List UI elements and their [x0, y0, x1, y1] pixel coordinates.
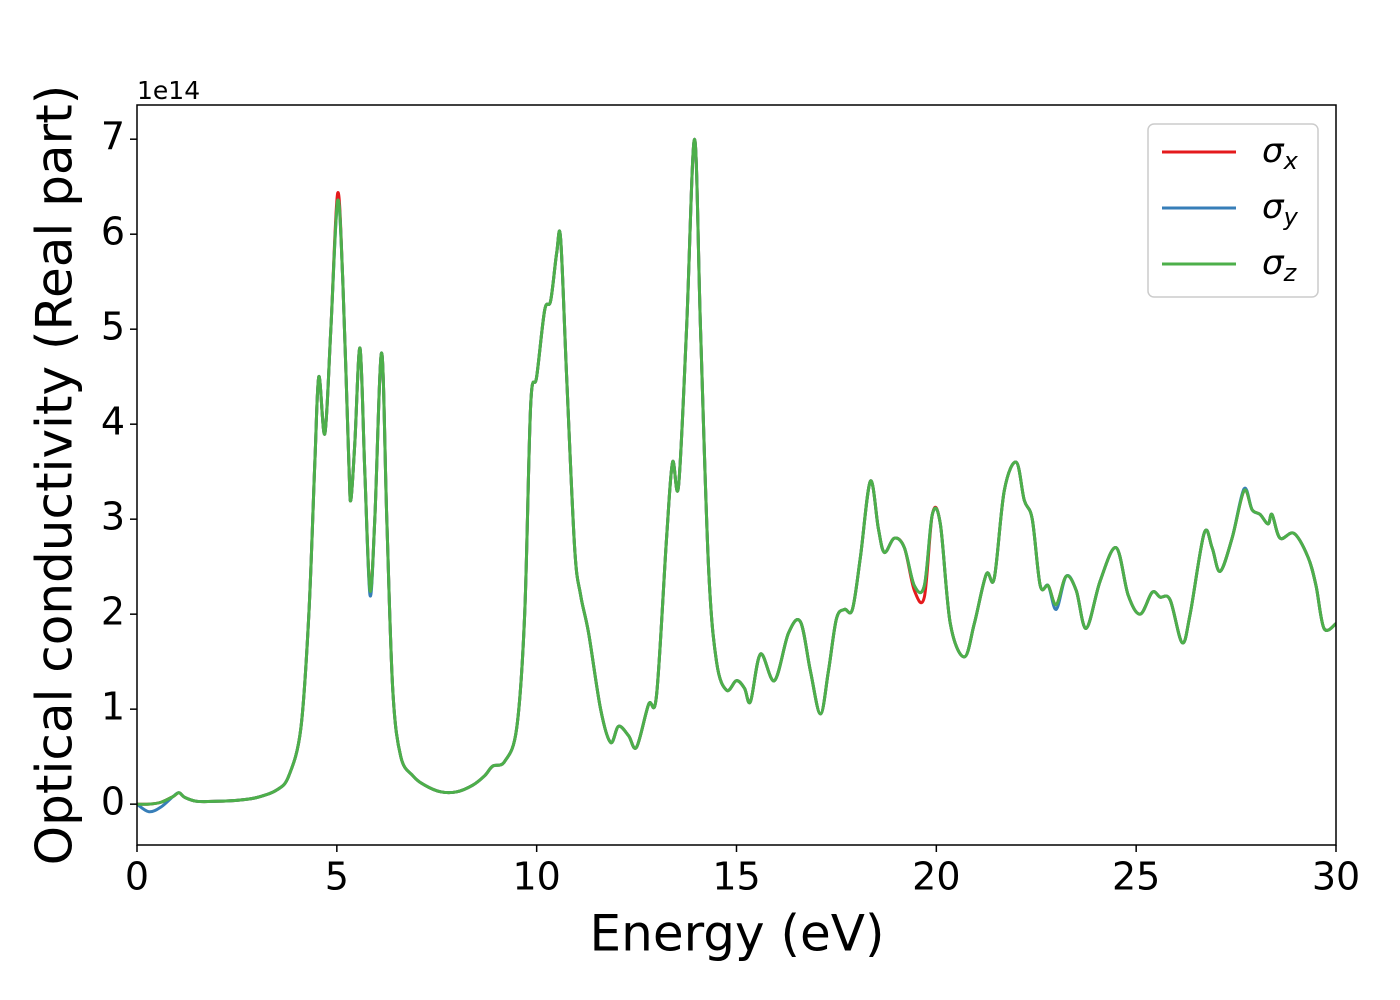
y-axis-label: Optical conductivity (Real part) [26, 85, 84, 866]
x-tick-label: 20 [912, 855, 960, 899]
x-tick-label: 0 [125, 855, 149, 899]
y-offset-label: 1e14 [137, 76, 200, 105]
y-tick-label: 0 [101, 780, 125, 824]
x-tick-label: 25 [1112, 855, 1160, 899]
legend-label: σz [1262, 243, 1298, 288]
y-tick-label: 3 [101, 495, 125, 539]
y-tick-label: 7 [101, 115, 125, 159]
y-tick-label: 4 [101, 400, 125, 444]
y-tick-label: 2 [101, 590, 125, 634]
plot-frame [136, 104, 1337, 846]
x-axis-label: Energy (eV) [590, 905, 885, 963]
plot-lines [137, 137, 1336, 814]
y-tick-label: 6 [101, 210, 125, 254]
legend-label: σy [1262, 187, 1299, 232]
x-tick-label: 15 [712, 855, 760, 899]
x-tick-label: 5 [325, 855, 349, 899]
x-tick-label: 30 [1312, 855, 1360, 899]
x-tick-label: 10 [512, 855, 560, 899]
series-line [137, 137, 1336, 806]
legend-box [1147, 123, 1319, 298]
y-tick-label: 1 [101, 685, 125, 729]
legend-label: σx [1262, 131, 1299, 176]
y-tick-label: 5 [101, 305, 125, 349]
